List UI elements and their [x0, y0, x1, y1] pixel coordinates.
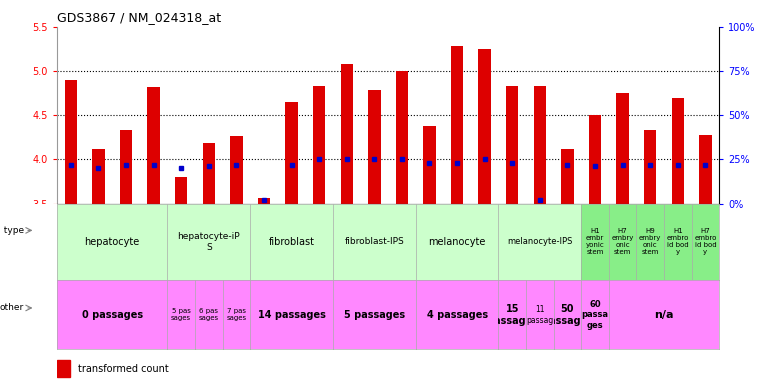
- Text: melanocyte: melanocyte: [428, 237, 486, 247]
- Bar: [533, 86, 546, 204]
- Text: 5 pas
sages: 5 pas sages: [171, 308, 191, 321]
- Text: 5 passages: 5 passages: [344, 310, 405, 320]
- Bar: [479, 49, 491, 204]
- Bar: [65, 80, 77, 204]
- Text: hepatocyte-iP
S: hepatocyte-iP S: [177, 232, 240, 252]
- Text: 7 pas
sages: 7 pas sages: [226, 308, 247, 321]
- Text: transformed count: transformed count: [78, 364, 169, 374]
- Text: 14 passages: 14 passages: [258, 310, 326, 320]
- Bar: [644, 130, 657, 204]
- Text: 11
passag: 11 passag: [526, 305, 553, 324]
- Text: cell type: cell type: [0, 226, 24, 235]
- Text: n/a: n/a: [654, 310, 673, 320]
- Bar: [589, 115, 601, 204]
- Bar: [119, 130, 132, 204]
- Text: fibroblast: fibroblast: [269, 237, 314, 247]
- Text: H1
embr
yonic
stem: H1 embr yonic stem: [586, 228, 604, 255]
- Bar: [202, 144, 215, 204]
- Text: melanocyte-IPS: melanocyte-IPS: [507, 237, 572, 247]
- Bar: [175, 177, 187, 204]
- Text: H1
embro
id bod
y: H1 embro id bod y: [667, 228, 689, 255]
- Bar: [506, 86, 518, 204]
- Bar: [92, 149, 105, 204]
- Bar: [368, 91, 380, 204]
- Text: other: other: [0, 303, 24, 313]
- Text: H7
embro
id bod
y: H7 embro id bod y: [694, 228, 717, 255]
- Text: H9
embry
onic
stem: H9 embry onic stem: [639, 228, 661, 255]
- Text: 0 passages: 0 passages: [81, 310, 143, 320]
- Bar: [258, 198, 270, 204]
- Text: H7
embry
onic
stem: H7 embry onic stem: [611, 228, 634, 255]
- Text: 6 pas
sages: 6 pas sages: [199, 308, 219, 321]
- Bar: [57, 360, 69, 377]
- Text: 60
passa
ges: 60 passa ges: [581, 300, 609, 330]
- Bar: [230, 136, 243, 204]
- Bar: [561, 149, 574, 204]
- Text: 4 passages: 4 passages: [426, 310, 488, 320]
- Bar: [396, 71, 408, 204]
- Text: 50
passages: 50 passages: [542, 304, 593, 326]
- Bar: [285, 102, 298, 204]
- Text: GDS3867 / NM_024318_at: GDS3867 / NM_024318_at: [57, 11, 221, 24]
- Bar: [616, 93, 629, 204]
- Bar: [313, 86, 326, 204]
- Bar: [699, 135, 712, 204]
- Text: 15
passages: 15 passages: [487, 304, 538, 326]
- Text: hepatocyte: hepatocyte: [84, 237, 140, 247]
- Bar: [671, 98, 684, 204]
- Text: fibroblast-IPS: fibroblast-IPS: [345, 237, 404, 247]
- Bar: [423, 126, 436, 204]
- Bar: [340, 64, 353, 204]
- Bar: [451, 46, 463, 204]
- Bar: [148, 87, 160, 204]
